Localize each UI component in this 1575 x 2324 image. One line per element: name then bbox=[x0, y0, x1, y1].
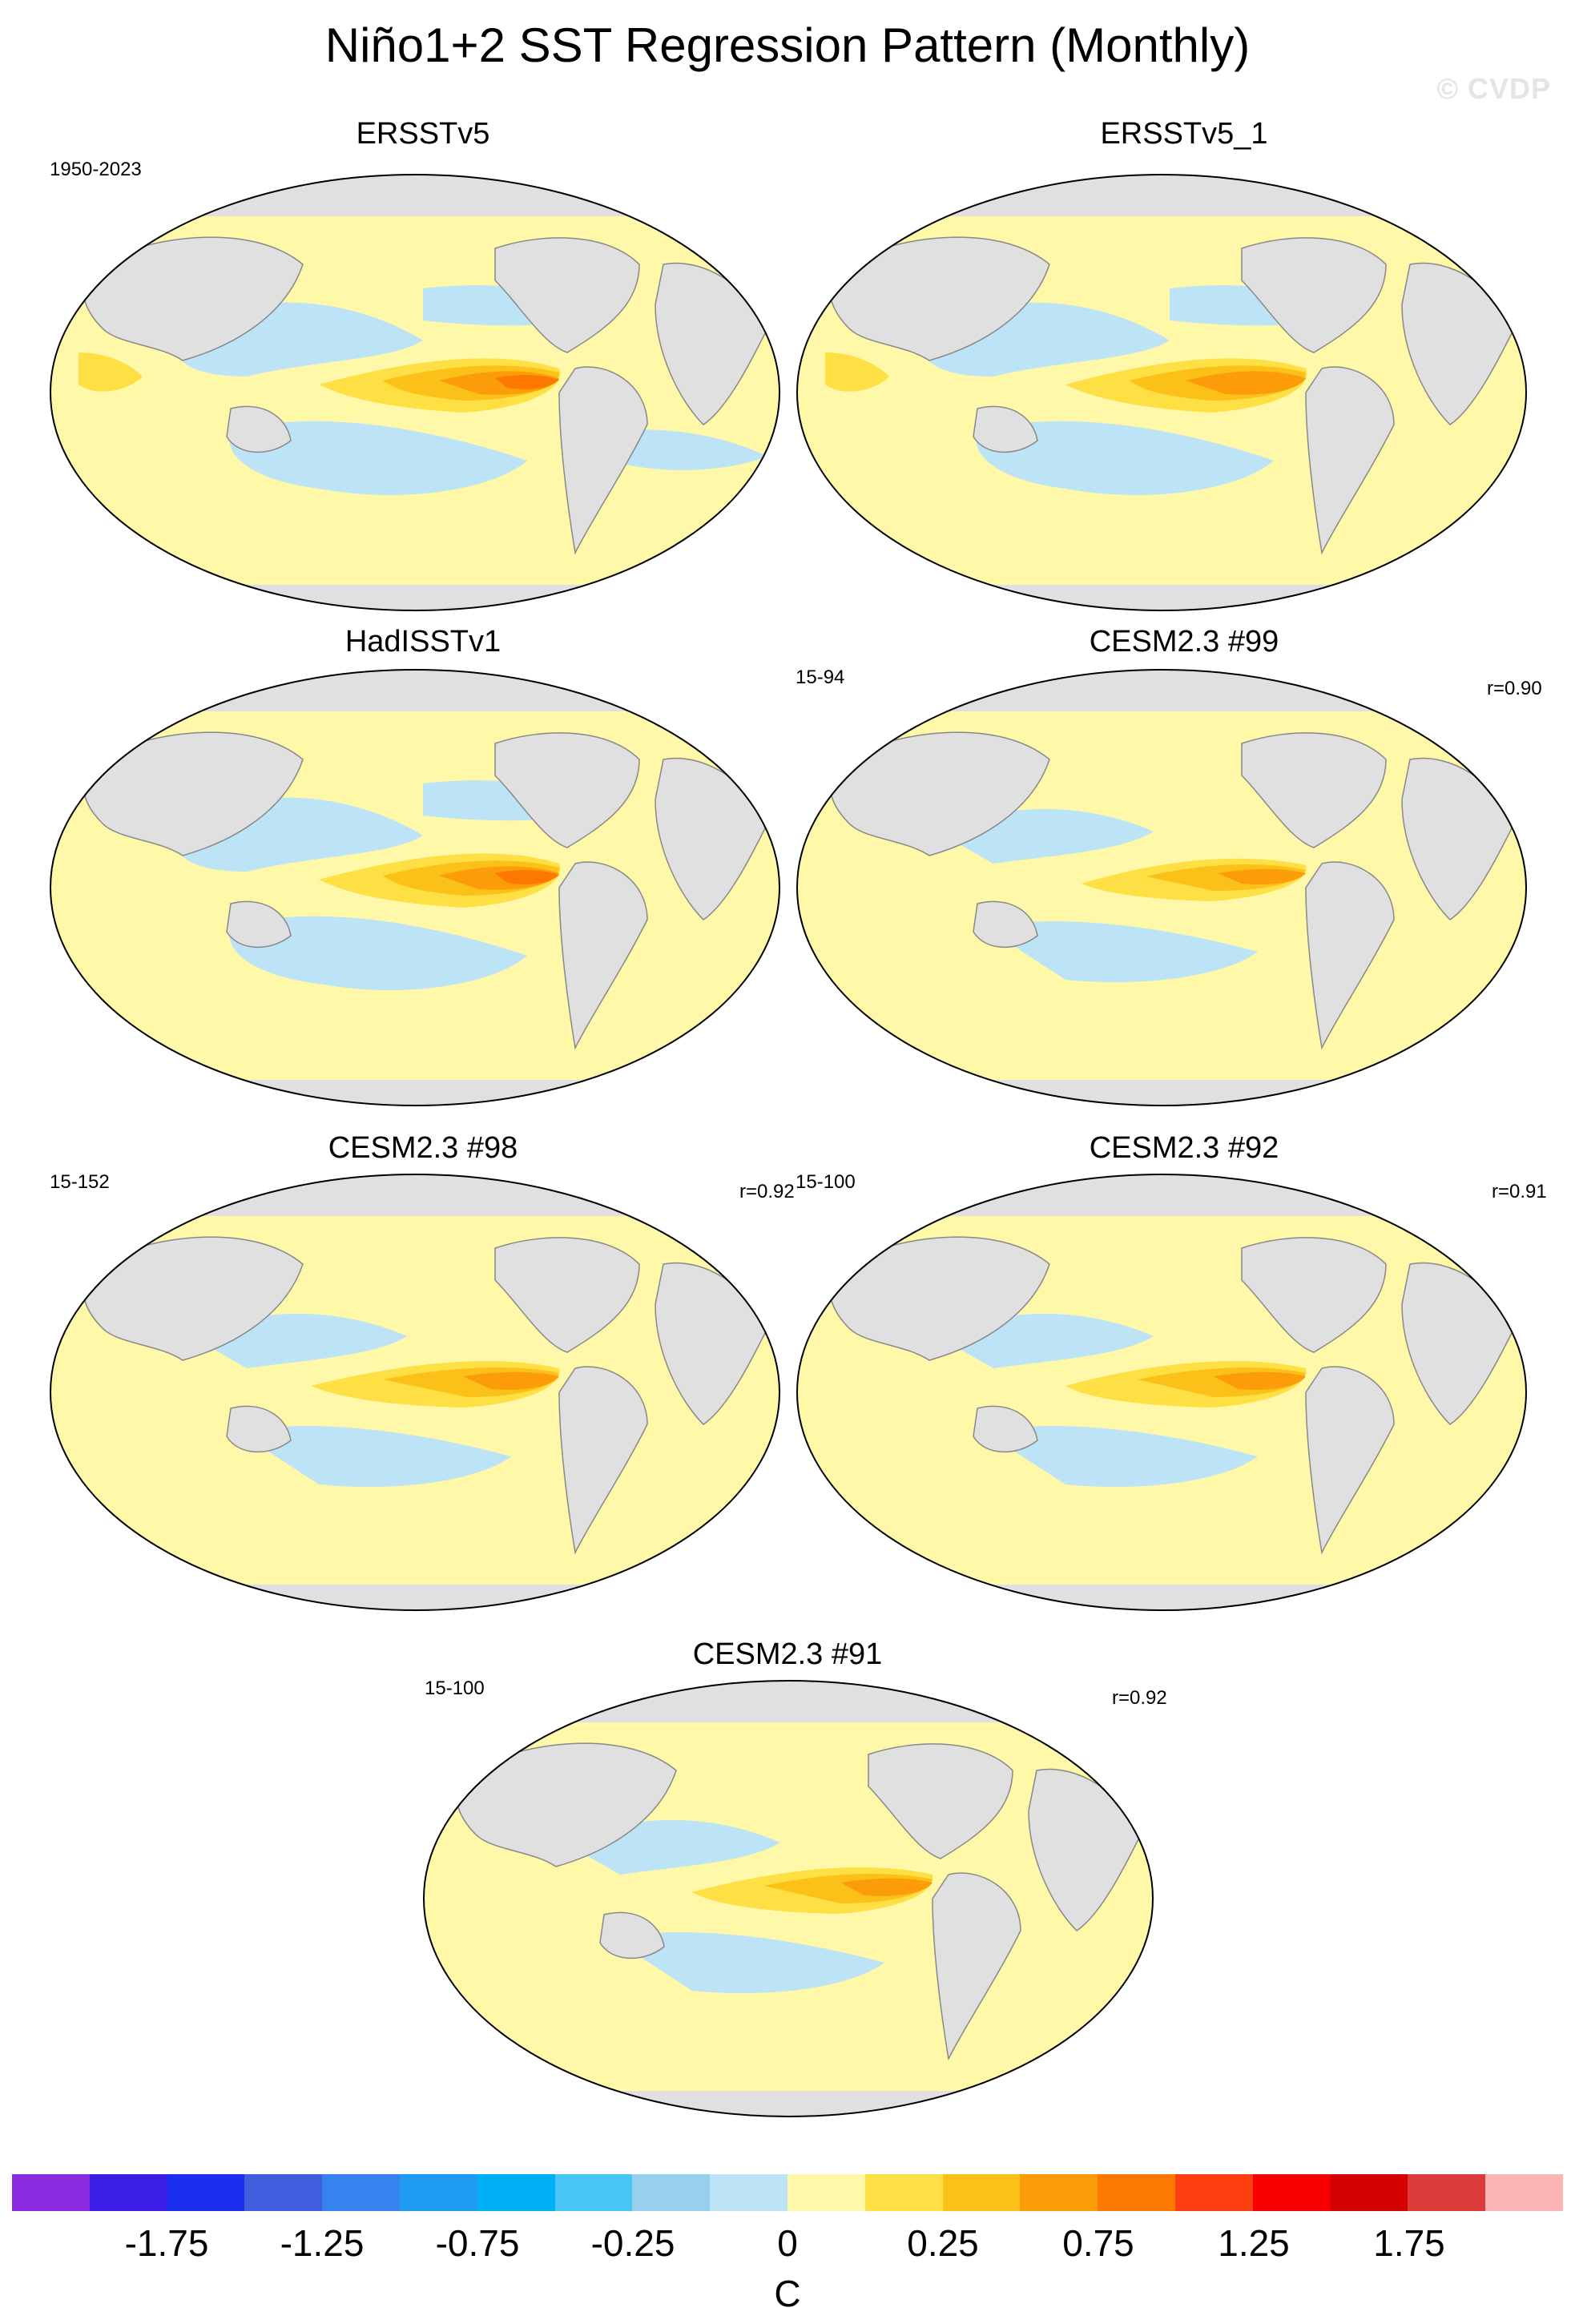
panel-corr-7: r=0.92 bbox=[1112, 1687, 1167, 1709]
cvdp-watermark: © CVDP bbox=[1436, 72, 1551, 105]
colorbar-swatch bbox=[1485, 2174, 1563, 2211]
colorbar-swatch bbox=[89, 2174, 167, 2211]
figure-title: Niño1+2 SST Regression Pattern (Monthly) bbox=[324, 18, 1251, 72]
map-panel-3 bbox=[50, 669, 780, 1106]
panel-years-1: 1950-2023 bbox=[50, 159, 142, 180]
map-panel-4 bbox=[796, 669, 1527, 1106]
panel-corr-6: r=0.91 bbox=[1492, 1181, 1547, 1202]
panel-corr-5: r=0.92 bbox=[739, 1181, 795, 1202]
panel-years-7: 15-100 bbox=[425, 1678, 485, 1699]
colorbar-units: C bbox=[774, 2273, 801, 2314]
colorbar-tick-label: 0 bbox=[777, 2222, 798, 2264]
colorbar-swatch bbox=[244, 2174, 323, 2211]
panel-title-6: CESM2.3 #92 bbox=[1089, 1131, 1279, 1165]
map-panel-1 bbox=[50, 174, 780, 611]
colorbar-swatch bbox=[167, 2174, 245, 2211]
panel-title-4: CESM2.3 #99 bbox=[1089, 625, 1279, 659]
colorbar-swatch bbox=[1252, 2174, 1331, 2211]
colorbar-swatch bbox=[322, 2174, 400, 2211]
colorbar-swatch bbox=[787, 2174, 865, 2211]
colorbar-swatch bbox=[942, 2174, 1021, 2211]
colorbar-swatch bbox=[1330, 2174, 1408, 2211]
colorbar-tick-label: -1.25 bbox=[280, 2222, 365, 2264]
colorbar-tick-label: -0.25 bbox=[590, 2222, 675, 2264]
panel-title-2: ERSSTv5_1 bbox=[1100, 117, 1268, 151]
panel-years-4: 15-94 bbox=[796, 667, 845, 688]
colorbar-swatch bbox=[1408, 2174, 1486, 2211]
colorbar-tick-label: -1.75 bbox=[124, 2222, 209, 2264]
panel-years-6: 15-100 bbox=[796, 1171, 856, 1193]
colorbar-swatch bbox=[12, 2174, 90, 2211]
colorbar-swatch bbox=[1020, 2174, 1098, 2211]
colorbar-swatch bbox=[710, 2174, 788, 2211]
panel-title-3: HadISSTv1 bbox=[344, 625, 502, 659]
panel-title-7: CESM2.3 #91 bbox=[692, 1637, 883, 1671]
colorbar-swatch bbox=[554, 2174, 633, 2211]
colorbar-tick-label: 1.75 bbox=[1373, 2222, 1445, 2264]
colorbar-tick-label: -0.75 bbox=[435, 2222, 520, 2264]
map-panel-7 bbox=[423, 1680, 1154, 2117]
colorbar bbox=[12, 2174, 1563, 2211]
colorbar-swatch bbox=[399, 2174, 477, 2211]
map-panel-5 bbox=[50, 1174, 780, 1611]
panel-title-1: ERSSTv5 bbox=[356, 117, 490, 151]
colorbar-tick-label: 0.25 bbox=[907, 2222, 979, 2264]
panel-corr-4: r=0.90 bbox=[1487, 678, 1542, 699]
colorbar-tick-label: 0.75 bbox=[1062, 2222, 1134, 2264]
map-panel-2 bbox=[796, 174, 1527, 611]
colorbar-tick-label: 1.25 bbox=[1218, 2222, 1290, 2264]
panel-title-5: CESM2.3 #98 bbox=[328, 1131, 518, 1165]
colorbar-swatch bbox=[477, 2174, 555, 2211]
colorbar-swatch bbox=[1174, 2174, 1253, 2211]
map-panel-6 bbox=[796, 1174, 1527, 1611]
colorbar-swatch bbox=[1098, 2174, 1175, 2211]
panel-years-5: 15-152 bbox=[50, 1171, 110, 1193]
colorbar-swatch bbox=[864, 2174, 943, 2211]
colorbar-swatch bbox=[632, 2174, 711, 2211]
